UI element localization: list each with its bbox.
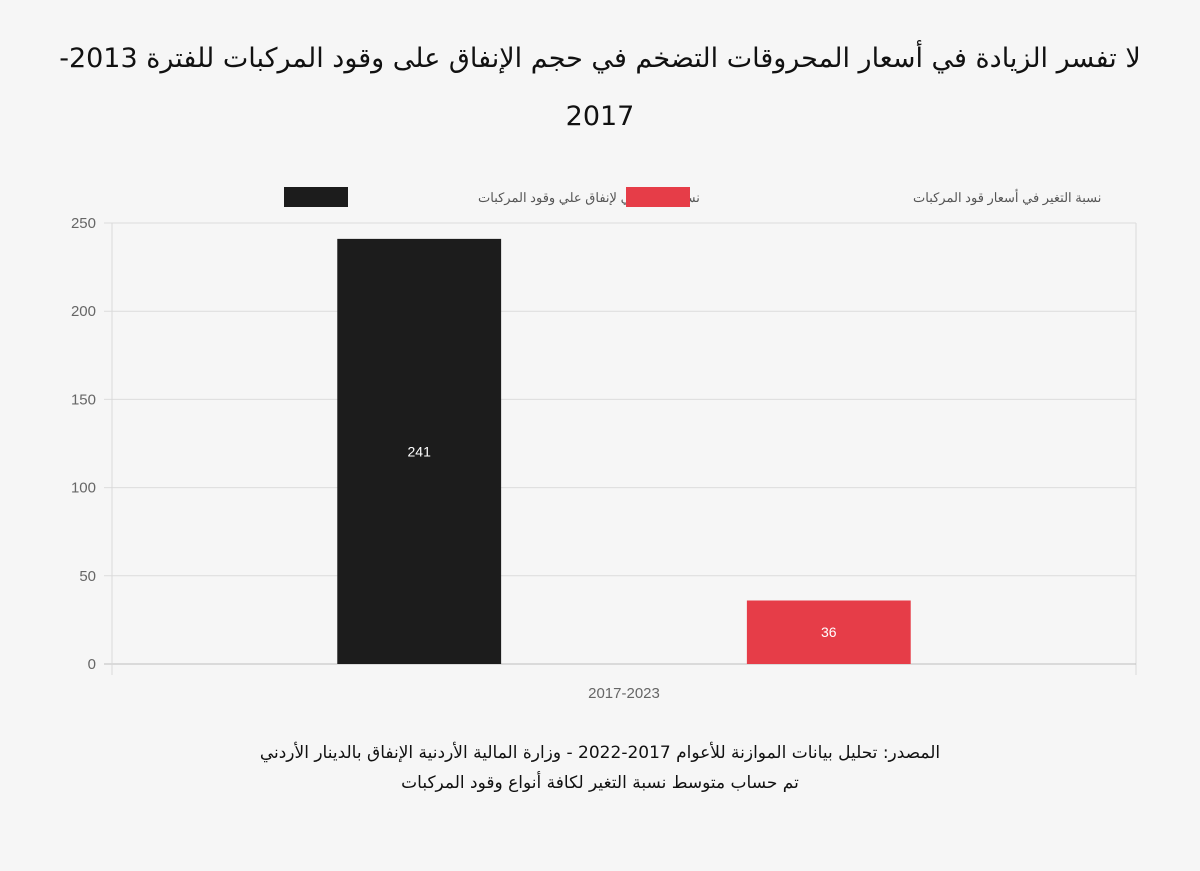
bar-chart: 0 50 100 150 200 250 241 36 2017-2023 نسبة التغير… bbox=[71, 187, 1137, 702]
source-note: المصدر: تحليل بيانات الموازنة للأعوام 20… bbox=[0, 738, 1200, 798]
legend-label: نسبة التغير في أسعار قود المركبات bbox=[913, 189, 1101, 206]
y-tick-label: 100 bbox=[71, 480, 96, 497]
y-tick-label: 250 bbox=[71, 215, 96, 232]
y-tick-label: 150 bbox=[71, 391, 96, 408]
legend-swatch bbox=[284, 187, 348, 207]
y-tick-label: 0 bbox=[88, 656, 96, 673]
source-line-2: تم حساب متوسط نسبة التغير لكافة أنواع وق… bbox=[401, 773, 799, 793]
data-label: 241 bbox=[408, 443, 432, 459]
bar bbox=[337, 238, 502, 664]
chart-title: لا تفسر الزيادة في أسعار المحروقات التضخ… bbox=[59, 43, 1141, 132]
x-tick-label: 2017-2023 bbox=[588, 685, 660, 702]
source-line-1: المصدر: تحليل بيانات الموازنة للأعوام 20… bbox=[259, 743, 941, 763]
y-tick-label: 50 bbox=[79, 568, 96, 585]
bar bbox=[746, 600, 911, 664]
y-tick-label: 200 bbox=[71, 303, 96, 320]
data-label: 36 bbox=[821, 624, 837, 640]
legend-swatch bbox=[626, 187, 690, 207]
